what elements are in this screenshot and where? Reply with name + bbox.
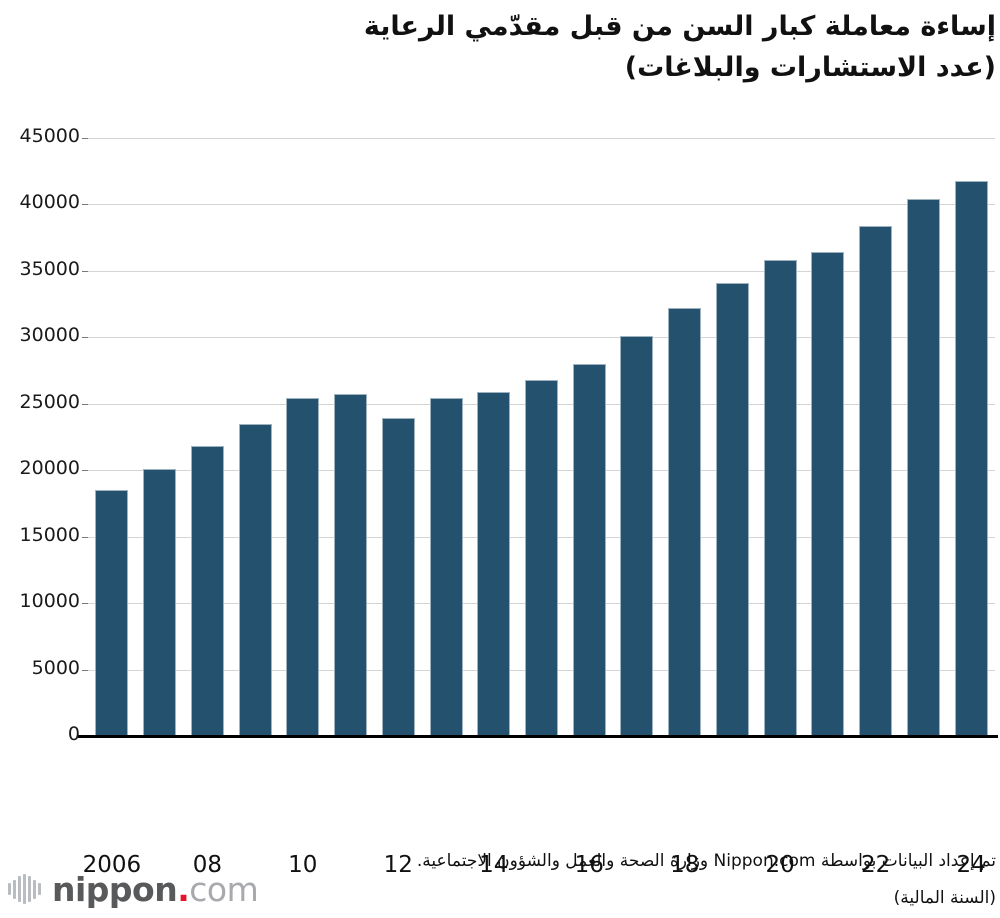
bar[interactable] xyxy=(859,225,893,736)
logo-word-com: com xyxy=(189,869,259,909)
chart-title-block: إساءة معاملة كبار السن من قبل مقدّمي الر… xyxy=(0,0,1000,108)
logo-dot: . xyxy=(177,869,190,909)
y-axis-tick-mark xyxy=(82,603,89,605)
y-axis-tick-label: 5000 xyxy=(31,656,80,679)
gridline xyxy=(88,138,995,139)
bar[interactable] xyxy=(238,423,272,736)
y-axis-tick-label: 25000 xyxy=(19,390,80,413)
bar-chart: 0 5000 10000 15000 20000 25000 30000 35000 40000… xyxy=(0,110,1000,908)
logo-bars-icon xyxy=(8,874,43,904)
page-title-line-1: إساءة معاملة كبار السن من قبل مقدّمي الر… xyxy=(363,11,996,42)
plot-area xyxy=(88,138,995,736)
y-axis-tick-label: 40000 xyxy=(19,191,80,214)
bar[interactable] xyxy=(906,199,940,736)
logo-word-nippon: nippon xyxy=(52,869,178,909)
gridline xyxy=(88,270,995,272)
bar[interactable] xyxy=(715,282,749,736)
bar[interactable] xyxy=(811,252,845,736)
logo-text: nippon.com xyxy=(52,869,259,909)
bar[interactable] xyxy=(334,394,368,736)
y-axis-tick-mark xyxy=(82,337,89,339)
source-note: تم إعداد البيانات بواسطة Nippon.com وزار… xyxy=(416,851,996,871)
x-axis-tick-label: 20 xyxy=(765,852,795,878)
x-axis-tick-label: 22 xyxy=(861,852,891,878)
nippon-logo[interactable]: nippon.com xyxy=(8,868,259,910)
page-title-line-2: (عدد الاستشارات والبلاغات) xyxy=(624,52,996,83)
y-axis-tick-label: 35000 xyxy=(19,257,80,280)
x-axis-tick-label: 18 xyxy=(670,852,700,878)
x-axis-tick-label: 08 xyxy=(192,852,222,878)
y-axis-tick-mark xyxy=(82,669,89,671)
x-axis-tick-label: 14 xyxy=(479,852,509,878)
y-axis-tick-mark xyxy=(82,138,89,139)
bar[interactable] xyxy=(143,468,177,736)
x-axis-tick-label: 24 xyxy=(956,852,986,878)
bar[interactable] xyxy=(572,363,606,736)
bar[interactable] xyxy=(668,308,702,736)
bar[interactable] xyxy=(763,260,797,736)
y-axis-tick-mark xyxy=(82,403,89,405)
x-axis-line xyxy=(78,735,998,738)
bar[interactable] xyxy=(429,398,463,736)
bar[interactable] xyxy=(190,446,224,736)
bar[interactable] xyxy=(954,180,988,736)
x-axis-tick-label: 2006 xyxy=(82,852,142,878)
y-axis-tick-mark xyxy=(82,204,89,206)
bar[interactable] xyxy=(477,391,511,736)
gridline xyxy=(88,204,995,206)
bar[interactable] xyxy=(381,418,415,736)
y-axis-tick-label: 0 xyxy=(67,723,80,745)
y-axis-tick-mark xyxy=(82,536,89,538)
x-axis-tick-label: 10 xyxy=(288,852,318,878)
gridline xyxy=(88,337,995,339)
bar[interactable] xyxy=(95,490,129,736)
bar[interactable] xyxy=(525,379,558,736)
y-axis-tick-label: 15000 xyxy=(19,523,80,546)
y-axis-tick-label: 30000 xyxy=(19,324,80,347)
y-axis-tick-label: 20000 xyxy=(19,457,80,480)
y-axis-tick-mark xyxy=(82,470,89,472)
y-axis-tick-label: 10000 xyxy=(19,590,80,613)
y-axis-tick-mark xyxy=(82,270,89,272)
x-axis-tick-label: 12 xyxy=(383,852,413,878)
x-axis-caption: (السنة المالية) xyxy=(893,888,996,908)
y-axis-tick-label: 45000 xyxy=(19,125,80,147)
x-axis-tick-label: 16 xyxy=(574,852,604,878)
bar[interactable] xyxy=(620,336,654,736)
bar[interactable] xyxy=(286,398,320,736)
